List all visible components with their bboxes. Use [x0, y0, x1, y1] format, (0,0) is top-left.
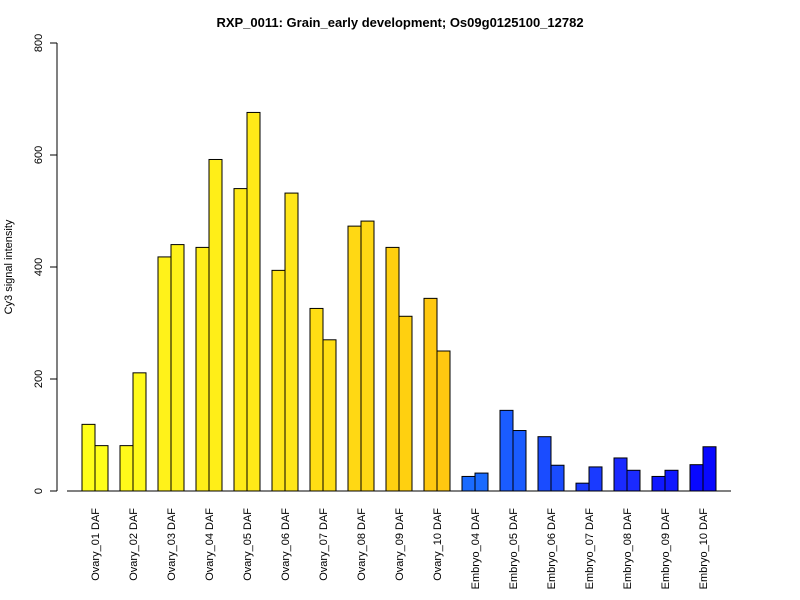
category-label: Embryo_07 DAF: [584, 508, 596, 590]
bar: [436, 350, 451, 492]
bar: [550, 464, 565, 492]
bar: [689, 464, 704, 492]
chart-title: RXP_0011: Grain_early development; Os09g…: [216, 15, 583, 30]
bar: [271, 269, 286, 492]
bar: [423, 297, 438, 492]
bar: [588, 466, 603, 492]
bar: [626, 469, 641, 492]
bar: [170, 244, 185, 492]
category-label: Embryo_05 DAF: [508, 508, 520, 590]
bar: [360, 220, 375, 492]
bar: [233, 188, 248, 492]
category-label: Ovary_06 DAF: [280, 508, 292, 581]
bar: [385, 246, 400, 492]
bar: [81, 423, 96, 492]
bar: [132, 372, 147, 492]
category-label: Ovary_08 DAF: [356, 508, 368, 581]
category-label: Ovary_07 DAF: [318, 508, 330, 581]
y-tick-label: 800: [33, 34, 45, 52]
bar: [94, 445, 109, 492]
category-label: Embryo_09 DAF: [660, 508, 672, 590]
bar: [461, 475, 476, 492]
bar: [284, 192, 299, 492]
y-axis: 0 200 400 600 800: [33, 34, 58, 494]
y-tick-label: 0: [33, 488, 45, 494]
bar: [347, 225, 362, 492]
bar: [651, 475, 666, 492]
bar: [664, 469, 679, 492]
bar: [512, 430, 527, 492]
y-tick-label: 400: [33, 258, 45, 276]
bar: [195, 246, 210, 492]
category-label: Embryo_10 DAF: [698, 508, 710, 590]
category-labels: Ovary_01 DAF Ovary_02 DAF Ovary_03 DAF Ovar…: [90, 508, 710, 590]
bar: [613, 457, 628, 492]
bar: [157, 256, 172, 492]
category-label: Ovary_10 DAF: [432, 508, 444, 581]
bar: [309, 307, 324, 492]
y-tick-label: 600: [33, 146, 45, 164]
category-label: Embryo_08 DAF: [622, 508, 634, 590]
y-tick-label: 200: [33, 370, 45, 388]
category-label: Embryo_06 DAF: [546, 508, 558, 590]
bar: [246, 111, 261, 492]
bar: [398, 315, 413, 492]
bar: [322, 339, 337, 492]
category-label: Ovary_09 DAF: [394, 508, 406, 581]
category-label: Ovary_05 DAF: [242, 508, 254, 581]
category-label: Embryo_04 DAF: [470, 508, 482, 590]
bar: [702, 446, 717, 492]
y-axis-label: Cy3 signal intensity: [3, 219, 15, 314]
bar: [119, 445, 134, 492]
bar: [208, 158, 223, 492]
category-label: Ovary_04 DAF: [204, 508, 216, 581]
category-label: Ovary_01 DAF: [90, 508, 102, 581]
bar: [474, 472, 489, 492]
bar: [575, 482, 590, 492]
bar: [499, 409, 514, 492]
category-label: Ovary_02 DAF: [128, 508, 140, 581]
category-label: Ovary_03 DAF: [166, 508, 178, 581]
bars: [81, 111, 717, 492]
bar: [537, 436, 552, 492]
